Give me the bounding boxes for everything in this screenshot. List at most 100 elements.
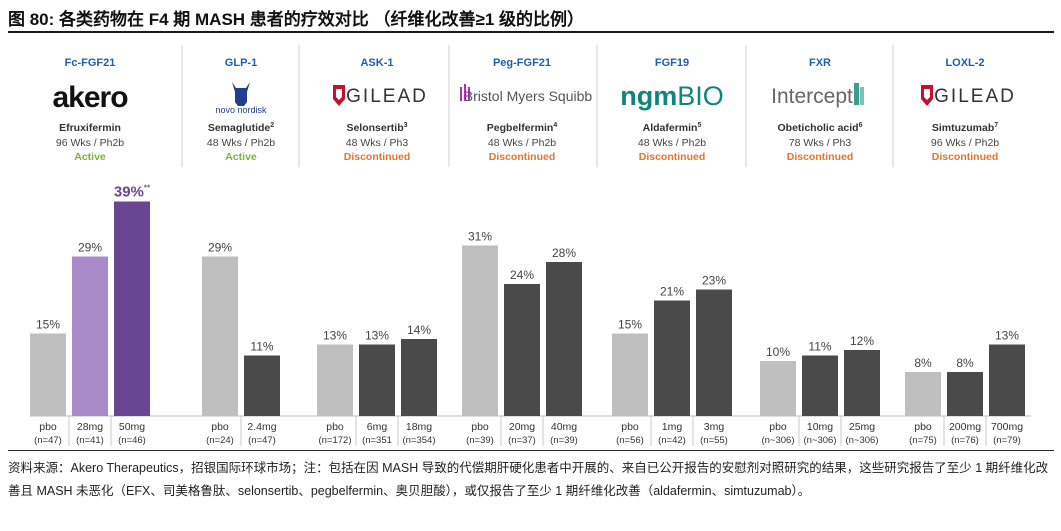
dose-label: 28mg [77,421,103,433]
drug-group-1: GLP-1 novo nordisk Semaglutide2 48 Wks / Ph… [202,57,280,446]
sample-size-label: (n=41) [76,435,104,446]
drug-name: Pegbelfermin4 [487,122,558,134]
sample-size-label: (n=172) [318,435,351,446]
drug-group-3: Peg-FGF21 Bristol Myers Squibb Pegbelfermi… [460,57,592,446]
bms-logo-text: Bristol Myers Squibb [464,88,593,104]
sample-size-label: (n=46) [118,435,146,446]
bar [760,361,796,416]
bar [244,355,280,416]
data-label: 21% [660,285,684,299]
data-label: 12% [850,334,874,348]
dose-label: pbo [621,421,639,433]
source-footnote: 资料来源：Akero Therapeutics，招银国际环球市场；注：包括在因 … [8,461,1049,498]
dose-label: 6mg [367,421,388,433]
novo-logo-text: novo nordisk [215,105,267,115]
trial-info: 48 Wks / Ph2b [488,137,556,149]
title-rule [8,31,1054,33]
drug-group-0: Fc-FGF21 akero Efruxifermin 96 Wks / Ph2b Ac… [30,57,151,446]
akero-logo: akero [52,81,128,114]
sample-size-label: (n~306) [803,435,836,446]
bar [844,350,880,416]
sample-size-label: (n=351 [362,435,392,446]
drug-name: Aldafermin5 [643,122,702,134]
drug-name: Obeticholic acid6 [777,122,862,134]
target-label: LOXL-2 [945,57,984,69]
sample-size-label: (n=47) [248,435,276,446]
trial-info: 78 Wks / Ph3 [789,137,852,149]
bar [612,333,648,416]
dose-label: 700mg [991,421,1023,433]
bar [989,344,1025,416]
sample-size-label: (n=39) [466,435,494,446]
data-label: 11% [250,340,273,354]
status-label: Active [74,151,106,163]
efficacy-bar-chart: Fc-FGF21 akero Efruxifermin 96 Wks / Ph2b Ac… [30,45,1031,446]
target-label: FGF19 [655,57,689,69]
bar [462,245,498,416]
dose-label: 1mg [662,421,683,433]
gilead-logo-text: GILEAD [346,86,428,107]
sample-size-label: (n=354) [402,435,435,446]
bar [72,256,108,416]
sample-size-label: (n=55) [700,435,728,446]
drug-name: Simtuzumab7 [932,122,998,134]
dose-label: 20mg [509,421,535,433]
dose-label: 40mg [551,421,577,433]
bms-icon [460,84,470,101]
bar [654,300,690,416]
bar [947,372,983,416]
data-label: 31% [468,230,492,244]
dose-label: pbo [211,421,229,433]
data-label: 14% [407,323,431,337]
dose-label: 50mg [119,421,145,433]
drug-name: Efruxifermin [59,122,121,134]
novo-bull-icon [232,82,250,106]
data-label: 23% [702,274,726,288]
trial-info: 96 Wks / Ph2b [56,137,124,149]
gilead-logo-text: GILEAD [934,86,1016,107]
dose-label: 200mg [949,421,981,433]
sample-size-label: (n~306) [761,435,794,446]
trial-info: 96 Wks / Ph2b [931,137,999,149]
status-label: Active [225,151,257,163]
intercept-icon [854,83,864,105]
bar [114,201,150,416]
sample-size-label: (n=79) [993,435,1021,446]
trial-info: 48 Wks / Ph2b [638,137,706,149]
dose-label: 2.4mg [247,421,276,433]
dose-label: 3mg [704,421,725,433]
bar [546,262,582,416]
sample-size-label: (n~306) [845,435,878,446]
drug-group-4: FGF19 ngmBIO Aldafermin5 48 Wks / Ph2b Disco… [612,57,732,446]
data-label: 8% [914,356,932,370]
status-label: Discontinued [639,151,706,163]
status-label: Discontinued [344,151,411,163]
trial-info: 48 Wks / Ph3 [346,137,409,149]
target-label: Fc-FGF21 [65,57,116,69]
dose-label: 18mg [406,421,432,433]
data-label: 8% [956,356,974,370]
dose-label: 25mg [849,421,875,433]
drug-name: Semaglutide2 [208,122,274,134]
bar [905,372,941,416]
intercept-logo-text: Intercept [771,85,853,108]
data-label: 29% [78,241,102,255]
sample-size-label: (n=47) [34,435,62,446]
data-label: 13% [365,329,389,343]
bar [202,256,238,416]
target-label: ASK-1 [360,57,393,69]
data-label: 13% [995,329,1019,343]
drug-group-6: LOXL-2 GILEAD Simtuzumab7 96 Wks / Ph2b Disc… [905,57,1025,446]
status-label: Discontinued [932,151,999,163]
data-label: 13% [323,329,347,343]
drug-group-5: FXR Intercept Obeticholic acid6 78 Wks / Ph… [760,57,880,446]
bar [401,339,437,416]
target-label: GLP-1 [225,57,257,69]
sample-size-label: (n=24) [206,435,234,446]
sample-size-label: (n=42) [658,435,686,446]
data-label: 15% [36,318,60,332]
data-label: 28% [552,246,576,260]
drug-name: Selonsertib3 [346,122,407,134]
target-label: FXR [809,57,831,69]
data-label: 39%** [114,184,151,201]
